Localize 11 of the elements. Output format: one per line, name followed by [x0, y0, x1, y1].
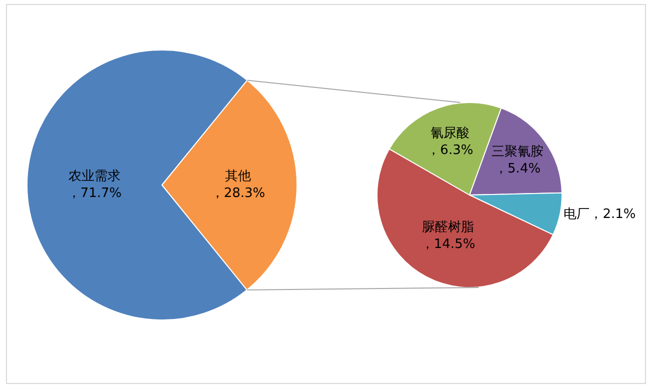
data-label: ，6.3%	[427, 143, 474, 158]
data-label: ，71.7%	[67, 186, 122, 201]
slice-label: 农业需求	[68, 168, 120, 184]
data-label: ，14.5%	[420, 236, 476, 252]
slice-label: 其他	[224, 169, 251, 184]
slice-label: 氰尿酸	[430, 126, 470, 142]
data-label: ，5.4%	[494, 161, 541, 176]
slice-label: 脲醛树脂	[422, 220, 474, 236]
slice-label: 电厂，2.1%	[564, 207, 636, 222]
data-label: ，28.3%	[210, 186, 266, 202]
slice-label: 三聚氰胺	[492, 144, 544, 160]
